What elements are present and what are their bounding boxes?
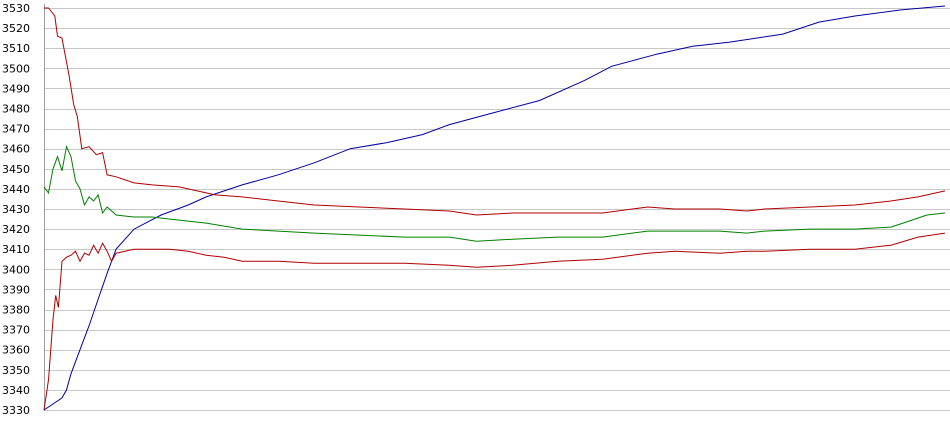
y-tick-label: 3360 [2, 344, 30, 357]
y-tick-label: 3340 [2, 384, 30, 397]
y-tick-label: 3510 [2, 42, 30, 55]
y-tick-label: 3330 [2, 404, 30, 417]
y-tick-label: 3460 [2, 143, 30, 156]
y-tick-label: 3350 [2, 364, 30, 377]
y-tick-label: 3430 [2, 203, 30, 216]
series-line-1 [43, 5, 946, 411]
y-tick-label: 3530 [2, 2, 30, 15]
y-tick-label: 3450 [2, 163, 30, 176]
y-tick-label: 3400 [2, 263, 30, 276]
y-tick-label: 3390 [2, 283, 30, 296]
y-tick-label: 3370 [2, 324, 30, 337]
y-tick-label: 3380 [2, 304, 30, 317]
series-line-4 [43, 232, 946, 411]
y-tick-label: 3440 [2, 183, 30, 196]
y-tick-label: 3500 [2, 62, 30, 75]
y-tick-label: 3480 [2, 103, 30, 116]
y-tick-label: 3470 [2, 123, 30, 136]
y-tick-label: 3410 [2, 243, 30, 256]
y-tick-label: 3420 [2, 223, 30, 236]
y-tick-label: 3520 [2, 22, 30, 35]
series-line-2 [44, 7, 946, 216]
series-line-3 [43, 145, 946, 242]
y-tick-label: 3490 [2, 82, 30, 95]
